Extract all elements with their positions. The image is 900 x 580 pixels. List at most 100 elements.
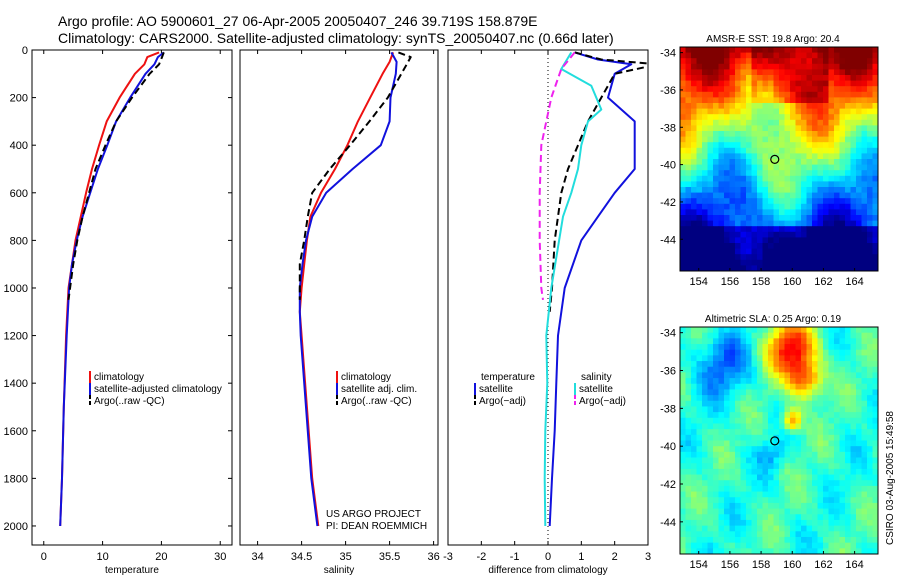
sla_map-cell: [707, 423, 714, 430]
sla_map-cell: [784, 463, 791, 470]
sst_map-cell: [817, 142, 824, 149]
sla_map-cell: [784, 349, 791, 356]
sst_map-cell: [834, 181, 840, 188]
sla_map-cell: [845, 508, 851, 515]
sla_map-title: Altimetric SLA: 0.25 Argo: 0.19: [705, 314, 842, 325]
sla_map-cell: [768, 429, 774, 436]
sst_map-cell: [724, 243, 730, 249]
sst_map-cell: [707, 203, 714, 210]
sst_map-cell: [773, 108, 780, 115]
sla_map-cell: [806, 480, 813, 487]
sst_map-cell: [872, 63, 879, 70]
sla_map-cell: [746, 383, 752, 390]
sst_map-cell: [762, 175, 769, 182]
sst_map-cell: [685, 187, 692, 193]
sst_map-cell: [834, 97, 840, 104]
sla_map-cell: [845, 468, 851, 475]
sst_map-cell: [801, 187, 807, 193]
sla_map-cell: [861, 457, 868, 464]
sla_map-float-marker: [770, 436, 780, 446]
sst_map-cell: [680, 203, 686, 210]
sla_map-cell: [812, 463, 818, 470]
sst_map-cell: [707, 209, 714, 216]
sst_map-cell: [823, 125, 829, 132]
sla_map-cell: [740, 480, 747, 487]
sst_map-cell: [817, 237, 824, 244]
sla_map-cell: [795, 514, 802, 521]
sla_map-cell: [856, 519, 862, 527]
sst_map-cell: [845, 131, 851, 137]
sst_map-cell: [795, 215, 802, 221]
sla_map-y-tick-label: -36: [660, 366, 676, 378]
sst_map-cell: [713, 142, 719, 149]
sla_map-cell: [740, 514, 747, 521]
sst_map-cell: [872, 209, 879, 216]
sst_map-cell: [740, 58, 747, 65]
sst_map-cell: [817, 254, 824, 261]
sla_map-cell: [724, 508, 730, 515]
sst_map-cell: [680, 142, 686, 149]
sla_map-cell: [773, 514, 780, 521]
sla_map-x-tick-label: 162: [814, 559, 832, 571]
sst_map-cell: [828, 175, 835, 182]
sla_map-cell: [790, 485, 796, 492]
sla_map-cell: [773, 525, 780, 532]
sla_map-cell: [784, 531, 791, 538]
temperature-y-tick-label: 1000: [4, 283, 28, 295]
sst_map-cell: [768, 170, 774, 177]
sla_map-cell: [713, 542, 719, 549]
sst_map-frame: [679, 46, 879, 272]
sst_map-cell: [762, 80, 769, 87]
sst_map-cell: [751, 147, 758, 154]
sla_map-cell: [768, 519, 774, 527]
sst_map-cell: [735, 119, 741, 126]
sst_map-cell: [702, 58, 708, 65]
sst_map-cell: [702, 114, 708, 121]
sst_map-cell: [740, 164, 747, 171]
sst_map-cell: [839, 136, 846, 143]
sla_map-cell: [707, 525, 714, 532]
sla_map-cell: [680, 400, 686, 407]
sst_map-cell: [856, 125, 862, 132]
sst_map-cell: [680, 153, 686, 160]
sla_map-cell: [828, 423, 835, 430]
sla_map-cell: [779, 463, 785, 470]
sst_map-cell: [724, 52, 730, 59]
sst_map-cell: [696, 164, 703, 171]
sla_map-cell: [740, 536, 747, 544]
sst_map-cell: [680, 91, 686, 98]
sst_map-cell: [751, 259, 758, 266]
sst_map-cell: [872, 80, 879, 87]
sst_map-cell: [856, 136, 862, 143]
sst_map-cell: [724, 136, 730, 143]
sst_map-cell: [696, 108, 703, 115]
sla_map-cell: [773, 423, 780, 430]
sla_map-cell: [729, 355, 736, 362]
sla_map-cell: [691, 519, 697, 527]
sla_map-cell: [685, 502, 692, 509]
sst_map-cell: [751, 75, 758, 81]
sla_map-cell: [762, 395, 769, 402]
sst_map-cell: [724, 164, 730, 171]
sst_map-cell: [762, 131, 769, 137]
sla_map-cell: [691, 536, 697, 544]
sla_map-cell: [839, 406, 846, 413]
sst_map-cell: [680, 170, 686, 177]
sst_map-cell: [702, 47, 708, 53]
sst_map-cell: [801, 142, 807, 149]
sla_map-cell: [735, 378, 741, 385]
sst_map-cell: [773, 220, 780, 227]
sla_map-cell: [735, 508, 741, 515]
sst_map-cell: [729, 164, 736, 171]
sla_map-cell: [724, 406, 730, 413]
sla_map-cell: [834, 417, 840, 424]
sla_map-cell: [795, 400, 802, 407]
sst_map-cell: [779, 265, 785, 272]
sla_map-cell: [740, 542, 747, 549]
sla_map-cell: [729, 400, 736, 407]
sst_map-cell: [861, 198, 868, 205]
sla_map-cell: [839, 378, 846, 385]
sst_map-cell: [817, 175, 824, 182]
sst_map-cell: [795, 175, 802, 182]
salinity-x-tick-label: 35: [339, 551, 351, 563]
